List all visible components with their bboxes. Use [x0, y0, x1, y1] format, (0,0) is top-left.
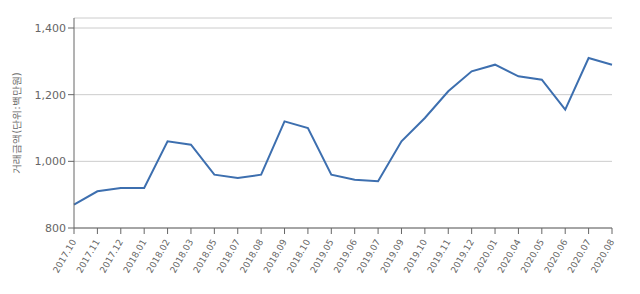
svg-text:2019.11: 2019.11: [425, 237, 453, 275]
svg-text:2020.08: 2020.08: [589, 237, 616, 274]
svg-text:800: 800: [45, 222, 66, 235]
svg-text:2018.03: 2018.03: [168, 237, 196, 275]
svg-text:2020.07: 2020.07: [565, 237, 593, 275]
svg-text:2018.01: 2018.01: [121, 237, 149, 275]
svg-text:2017.12: 2017.12: [97, 237, 126, 275]
svg-text:2018.08: 2018.08: [238, 237, 266, 275]
svg-text:2018.07: 2018.07: [214, 237, 243, 275]
svg-text:2020.05: 2020.05: [518, 237, 547, 275]
svg-text:2017.10: 2017.10: [51, 237, 79, 275]
svg-text:2020.04: 2020.04: [495, 237, 523, 275]
svg-text:거래금액(단위:백만원): 거래금액(단위:백만원): [11, 72, 22, 173]
svg-text:2018.02: 2018.02: [144, 237, 172, 275]
svg-text:2018.09: 2018.09: [261, 237, 289, 275]
svg-text:1,400: 1,400: [35, 22, 67, 35]
svg-text:1,000: 1,000: [35, 155, 67, 168]
svg-text:2019.07: 2019.07: [355, 237, 383, 275]
svg-text:2020.01: 2020.01: [472, 237, 500, 275]
svg-text:2019.05: 2019.05: [308, 237, 336, 275]
svg-text:1,200: 1,200: [35, 89, 67, 102]
svg-text:2018.10: 2018.10: [285, 237, 313, 275]
svg-text:2020.06: 2020.06: [542, 237, 570, 275]
svg-text:2019.12: 2019.12: [448, 237, 476, 275]
svg-text:2019.06: 2019.06: [331, 237, 359, 275]
svg-text:2019.10: 2019.10: [401, 237, 430, 275]
svg-text:2017.11: 2017.11: [74, 237, 102, 275]
svg-text:2019.09: 2019.09: [378, 237, 406, 275]
svg-text:2018.05: 2018.05: [191, 237, 219, 275]
